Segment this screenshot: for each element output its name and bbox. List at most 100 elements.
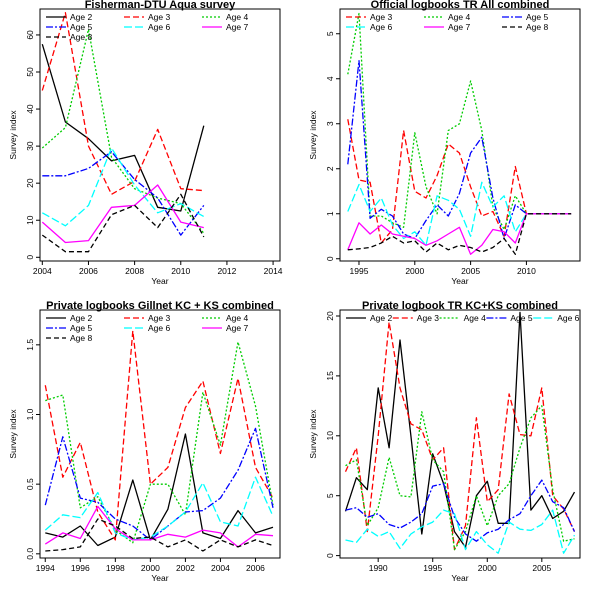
legend-label-age-5: Age 5: [70, 22, 92, 32]
x-tick-label: 2004: [211, 563, 230, 573]
plot-frame: [339, 309, 581, 559]
series-line-age-3: [344, 321, 576, 551]
chart-title: Official logbooks TR All combined: [371, 0, 550, 11]
x-tick-label: 2004: [33, 266, 52, 276]
series-line-age-4: [347, 12, 572, 231]
x-tick-label: 1996: [71, 563, 90, 573]
y-tick-label: 60: [25, 30, 35, 40]
legend-label-age-2: Age 2: [70, 12, 92, 22]
x-tick-label: 1994: [36, 563, 55, 573]
legend-label-age-4: Age 4: [226, 12, 248, 22]
plot-frame: [39, 8, 281, 262]
series-line-age-8: [45, 518, 274, 552]
y-tick-label: 40: [25, 104, 35, 114]
legend-label-age-5: Age 5: [510, 313, 532, 323]
y-tick-label: 3: [325, 121, 335, 126]
series-line-age-4: [45, 341, 274, 544]
chart-panel-2: Official logbooks TR All combined 1995 200…: [308, 0, 581, 286]
legend-label-age-3: Age 3: [370, 12, 392, 22]
y-tick-label: 20: [25, 178, 35, 188]
legend-label-age-4: Age 4: [448, 12, 470, 22]
chart-title: Private logbook TR KC+KS combined: [362, 300, 558, 312]
y-tick-label: 1.5: [25, 339, 35, 351]
x-tick-label: 2010: [517, 266, 536, 276]
series-line-age-4: [41, 28, 205, 234]
chart-panel-3: Private logbooks Gillnet KC + KS combine…: [8, 300, 281, 583]
series-line-age-2: [41, 44, 205, 212]
legend-label-age-8: Age 8: [70, 32, 92, 42]
plot-frame: [39, 309, 281, 559]
series-line-age-3: [41, 12, 204, 195]
series-line-age-8: [41, 193, 205, 253]
x-tick-label: 2000: [478, 563, 497, 573]
y-axis-label: Survey index: [308, 110, 318, 160]
legend-label-age-5: Age 5: [526, 12, 548, 22]
series-line-age-7: [44, 505, 274, 548]
series-line-age-7: [347, 213, 572, 255]
y-tick-label: 0: [325, 553, 335, 558]
series-line-age-7: [41, 184, 204, 244]
x-tick-label: 2002: [176, 563, 195, 573]
legend-label-age-5: Age 5: [70, 323, 92, 333]
y-axis-label: Survey index: [8, 110, 18, 160]
series-line-age-8: [347, 213, 572, 255]
y-tick-label: 30: [25, 141, 35, 151]
legend-label-age-8: Age 8: [70, 333, 92, 343]
y-tick-label: 0.0: [25, 548, 35, 560]
series-line-age-6: [44, 476, 274, 541]
legend-label-age-3: Age 3: [417, 313, 439, 323]
x-axis-label: Year: [451, 276, 468, 286]
y-tick-label: 0.5: [25, 478, 35, 490]
y-tick-label: 5: [325, 31, 335, 36]
y-tick-label: 1: [325, 211, 335, 216]
legend-label-age-4: Age 4: [464, 313, 486, 323]
x-tick-label: 1998: [106, 563, 125, 573]
chart-title: Private logbooks Gillnet KC + KS combine…: [46, 300, 274, 312]
x-tick-label: 2005: [532, 563, 551, 573]
x-tick-label: 1990: [369, 563, 388, 573]
x-tick-label: 2010: [171, 266, 190, 276]
x-axis-label: Year: [151, 276, 168, 286]
x-tick-label: 1995: [350, 266, 369, 276]
legend-label-age-2: Age 2: [370, 313, 392, 323]
legend-label-age-7: Age 7: [226, 323, 248, 333]
y-tick-label: 10: [325, 431, 335, 441]
series-line-age-6: [345, 509, 576, 554]
legend-label-age-3: Age 3: [148, 12, 170, 22]
series-line-age-2: [344, 311, 576, 548]
x-tick-label: 2014: [264, 266, 283, 276]
x-tick-label: 2008: [125, 266, 144, 276]
y-tick-label: 2: [325, 166, 335, 171]
legend-label-age-4: Age 4: [226, 313, 248, 323]
series-line-age-5: [345, 479, 576, 542]
x-tick-label: 1995: [423, 563, 442, 573]
series-line-age-5: [42, 151, 205, 236]
x-axis-label: Year: [151, 573, 168, 583]
x-tick-label: 2006: [246, 563, 265, 573]
y-tick-label: 5: [325, 493, 335, 498]
y-tick-label: 50: [25, 67, 35, 77]
x-tick-label: 2000: [141, 563, 160, 573]
legend-label-age-7: Age 7: [226, 22, 248, 32]
x-axis-label: Year: [451, 573, 468, 583]
y-tick-label: 4: [325, 76, 335, 81]
y-tick-label: 10: [25, 215, 35, 225]
series-line-age-5: [347, 60, 572, 240]
series-line-age-2: [45, 433, 274, 547]
chart-title: Fisherman-DTU Aqua survey: [85, 0, 236, 11]
legend-label-age-6: Age 6: [148, 323, 170, 333]
x-tick-label: 2000: [405, 266, 424, 276]
legend-label-age-6: Age 6: [370, 22, 392, 32]
legend-label-age-8: Age 8: [526, 22, 548, 32]
y-tick-label: 15: [325, 371, 335, 381]
legend-label-age-6: Age 6: [557, 313, 579, 323]
legend-label-age-3: Age 3: [148, 313, 170, 323]
y-tick-label: 0: [25, 255, 35, 260]
y-tick-label: 1.0: [25, 408, 35, 420]
series-line-age-3: [44, 330, 274, 541]
y-axis-label: Survey index: [308, 409, 318, 459]
y-axis-label: Survey index: [8, 409, 18, 459]
y-tick-label: 20: [325, 311, 335, 321]
